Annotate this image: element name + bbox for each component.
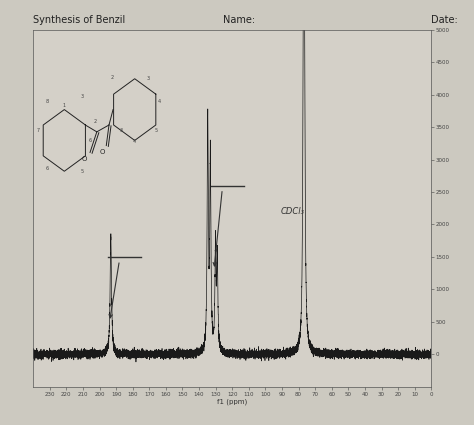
Text: Synthesis of Benzil: Synthesis of Benzil: [33, 15, 126, 25]
Text: CDCl₃: CDCl₃: [280, 207, 304, 216]
Text: Date:: Date:: [431, 15, 458, 25]
X-axis label: f1 (ppm): f1 (ppm): [217, 399, 247, 405]
Text: Name:: Name:: [223, 15, 255, 25]
